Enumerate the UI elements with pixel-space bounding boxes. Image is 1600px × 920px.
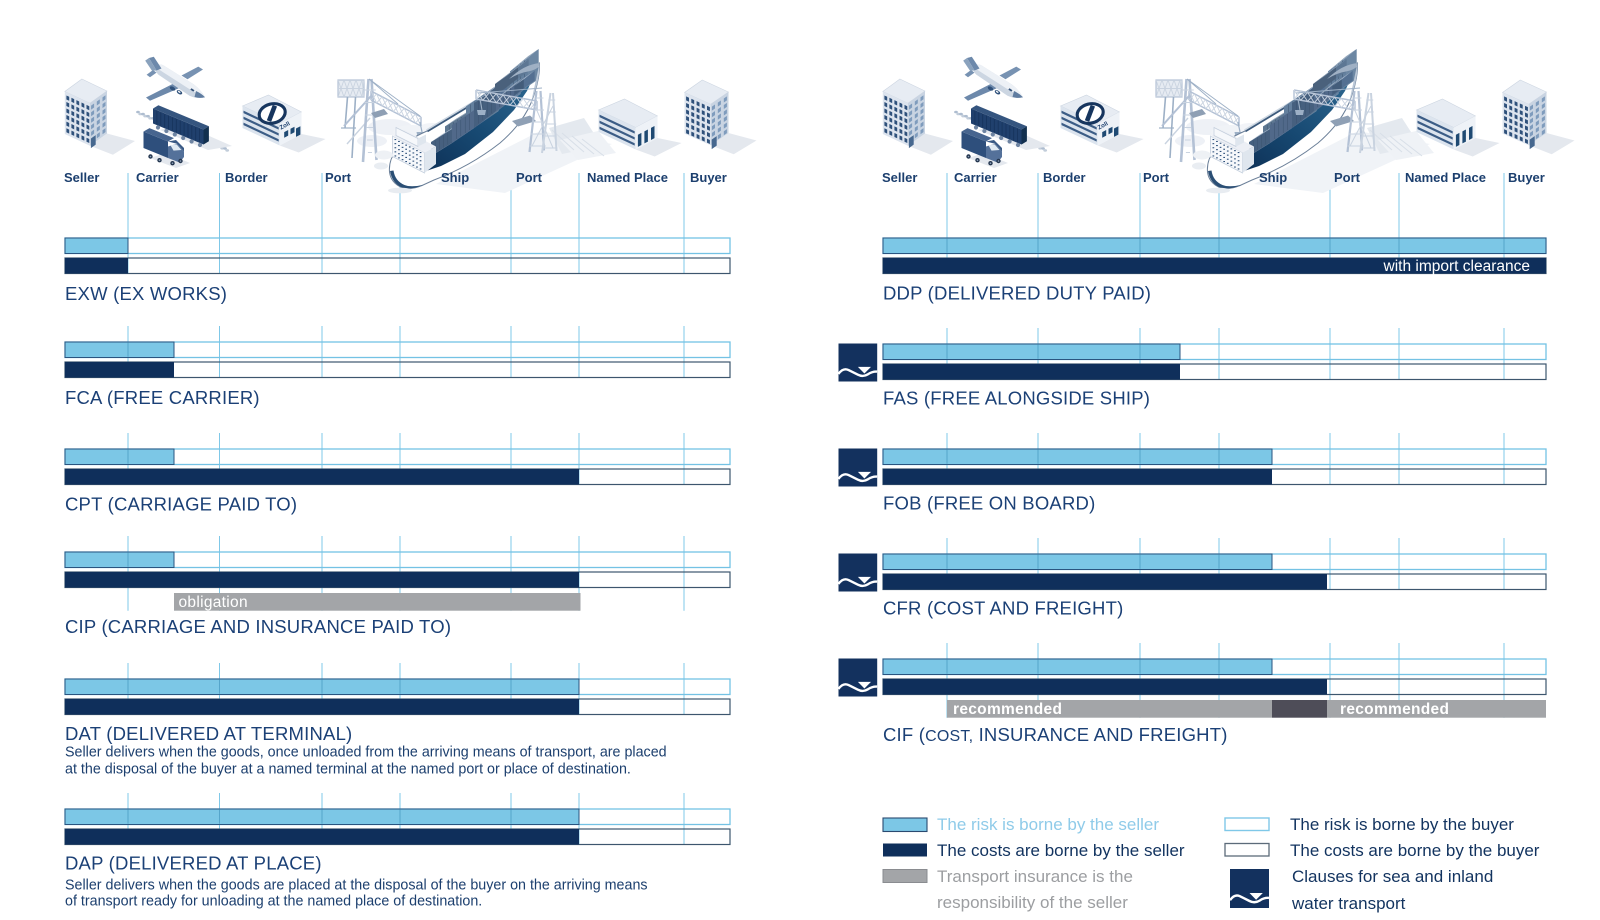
svg-text:Named Place: Named Place — [587, 170, 668, 185]
svg-text:CPT (CARRIAGE PAID TO): CPT (CARRIAGE PAID TO) — [65, 494, 297, 515]
svg-text:DDP (DELIVERED DUTY PAID): DDP (DELIVERED DUTY PAID) — [883, 283, 1151, 304]
svg-text:Carrier: Carrier — [954, 170, 997, 185]
svg-text:Port: Port — [1334, 170, 1361, 185]
svg-text:Zoll: Zoll — [1097, 121, 1110, 131]
svg-text:Ship: Ship — [1259, 170, 1287, 185]
svg-text:Clauses for sea and inland: Clauses for sea and inland — [1292, 867, 1493, 886]
svg-text:Carrier: Carrier — [136, 170, 179, 185]
svg-text:DAP (DELIVERED AT PLACE): DAP (DELIVERED AT PLACE) — [65, 853, 322, 874]
svg-text:recommended: recommended — [1340, 701, 1449, 718]
svg-text:EXW (EX WORKS): EXW (EX WORKS) — [65, 283, 227, 304]
svg-text:DAT (DELIVERED AT TERMINAL): DAT (DELIVERED AT TERMINAL) — [65, 723, 352, 744]
svg-text:Border: Border — [225, 170, 268, 185]
svg-text:with import clearance: with import clearance — [1383, 258, 1530, 275]
svg-text:FCA (FREE CARRIER): FCA (FREE CARRIER) — [65, 387, 260, 408]
svg-text:Seller: Seller — [882, 170, 917, 185]
svg-text:Seller delivers when the goods: Seller delivers when the goods are place… — [65, 878, 648, 894]
svg-text:Port: Port — [516, 170, 543, 185]
svg-text:recommended: recommended — [953, 701, 1062, 718]
svg-text:CFR (COST AND FREIGHT): CFR (COST AND FREIGHT) — [883, 598, 1123, 619]
svg-text:The costs are borne by the buy: The costs are borne by the buyer — [1290, 841, 1540, 860]
svg-text:Port: Port — [1143, 170, 1170, 185]
svg-text:Transport insurance is the: Transport insurance is the — [937, 867, 1133, 886]
svg-text:responsibility of the seller: responsibility of the seller — [937, 893, 1128, 912]
svg-text:water transport: water transport — [1291, 894, 1406, 913]
svg-text:The risk is borne by the buyer: The risk is borne by the buyer — [1290, 815, 1514, 834]
svg-text:Buyer: Buyer — [1508, 170, 1545, 185]
svg-text:Zoll: Zoll — [279, 121, 292, 131]
svg-text:Named Place: Named Place — [1405, 170, 1486, 185]
svg-text:CIP (CARRIAGE AND INSURANCE PA: CIP (CARRIAGE AND INSURANCE PAID TO) — [65, 616, 451, 637]
svg-text:obligation: obligation — [179, 594, 248, 611]
svg-text:Border: Border — [1043, 170, 1086, 185]
svg-text:FOB (FREE ON BOARD): FOB (FREE ON BOARD) — [883, 493, 1095, 514]
svg-text:Ship: Ship — [441, 170, 469, 185]
svg-text:at the disposal of the buyer a: at the disposal of the buyer at a named … — [65, 762, 631, 778]
svg-text:FAS (FREE ALONGSIDE SHIP): FAS (FREE ALONGSIDE SHIP) — [883, 388, 1150, 409]
svg-text:of transport ready for unloadi: of transport ready for unloading at the … — [65, 894, 482, 910]
svg-text:Seller: Seller — [64, 170, 99, 185]
svg-text:CIF (COST, INSURANCE AND FREIG: CIF (COST, INSURANCE AND FREIGHT) — [883, 724, 1228, 745]
svg-text:The costs are borne by the sel: The costs are borne by the seller — [937, 841, 1185, 860]
svg-text:Port: Port — [325, 170, 352, 185]
svg-text:Buyer: Buyer — [690, 170, 727, 185]
svg-text:The risk is borne by the selle: The risk is borne by the seller — [937, 815, 1159, 834]
svg-text:Seller delivers when the goods: Seller delivers when the goods, once unl… — [65, 745, 667, 761]
